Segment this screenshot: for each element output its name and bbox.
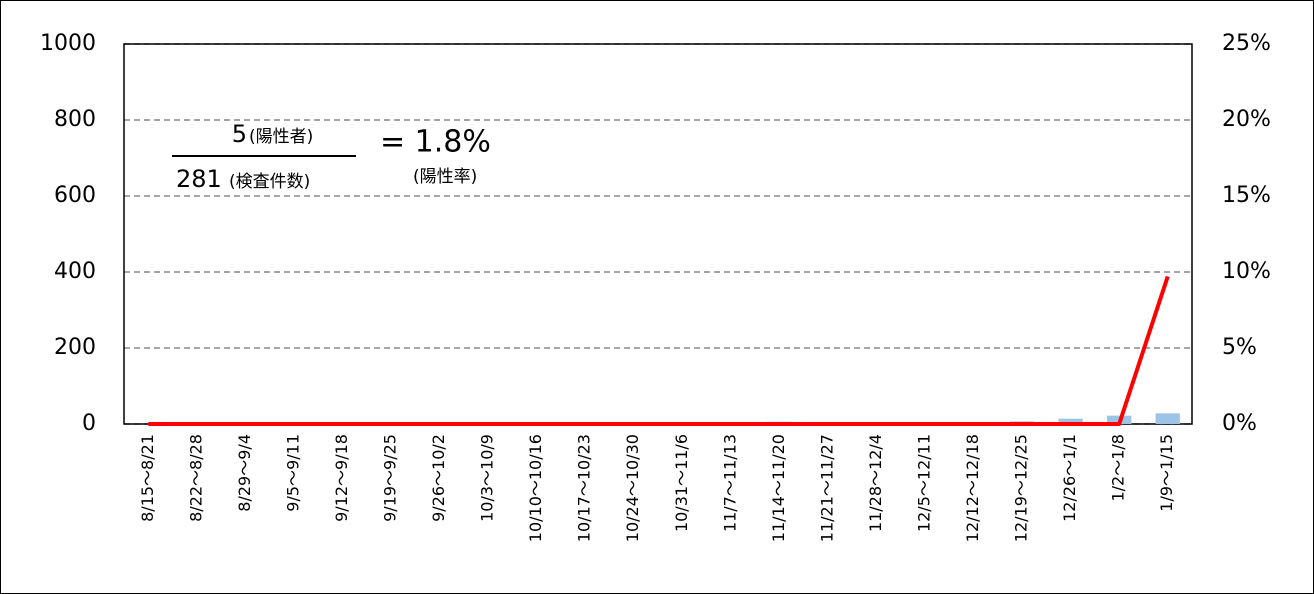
- annotation: (検査件数): [229, 172, 310, 192]
- y-tick-label: 600: [54, 183, 96, 208]
- y2-tick-label: 5%: [1222, 335, 1257, 360]
- x-tick-label: 9/19～9/25: [381, 434, 400, 522]
- x-tick-label: 10/10～10/16: [526, 434, 545, 542]
- y-tick-label: 200: [54, 335, 96, 360]
- x-tick-label: 10/24～10/30: [623, 434, 642, 542]
- annotation: (陽性者): [249, 127, 313, 147]
- annotation: = 1.8%: [380, 125, 491, 160]
- x-tick-label: 9/12～9/18: [332, 434, 351, 522]
- x-tick-label: 10/31～11/6: [672, 434, 691, 532]
- y2-tick-label: 10%: [1222, 259, 1271, 284]
- y-tick-label: 0: [82, 411, 96, 436]
- x-tick-label: 12/26～1/1: [1060, 434, 1079, 522]
- x-tick-label: 11/7～11/13: [720, 434, 739, 532]
- x-tick-label: 9/26～10/2: [429, 434, 448, 522]
- x-tick-label: 8/22～8/28: [186, 434, 205, 522]
- bar: [1058, 418, 1083, 424]
- x-tick-label: 10/3～10/9: [478, 434, 497, 522]
- line: [148, 275, 1170, 426]
- y-tick-label: 1000: [40, 31, 96, 56]
- x-tick-label: 12/5～12/11: [915, 434, 934, 532]
- x-tick-label: 8/29～9/4: [235, 434, 254, 512]
- x-tick-label: 11/21～11/27: [817, 434, 836, 542]
- x-tick-label: 1/9～1/15: [1157, 434, 1176, 512]
- annotation: 281: [176, 165, 222, 193]
- x-tick-label: 12/12～12/18: [963, 434, 982, 542]
- y2-tick-label: 15%: [1222, 183, 1271, 208]
- annotation: (陽性率): [413, 167, 477, 187]
- y2-tick-label: 25%: [1222, 31, 1271, 56]
- y-tick-label: 800: [54, 107, 96, 132]
- y-tick-label: 400: [54, 259, 96, 284]
- y2-tick-label: 20%: [1222, 107, 1271, 132]
- x-tick-label: 12/19～12/25: [1012, 434, 1031, 542]
- annotation: 5: [232, 120, 247, 148]
- x-tick-label: 8/15～8/21: [138, 434, 157, 522]
- x-tick-label: 11/14～11/20: [769, 434, 788, 542]
- x-tick-label: 10/17～10/23: [575, 434, 594, 542]
- x-tick-label: 9/5～9/11: [283, 434, 302, 512]
- x-tick-label: 11/28～12/4: [866, 434, 885, 532]
- y2-tick-label: 0%: [1222, 411, 1257, 436]
- bar: [1155, 413, 1180, 424]
- x-tick-label: 1/2～1/8: [1109, 434, 1128, 502]
